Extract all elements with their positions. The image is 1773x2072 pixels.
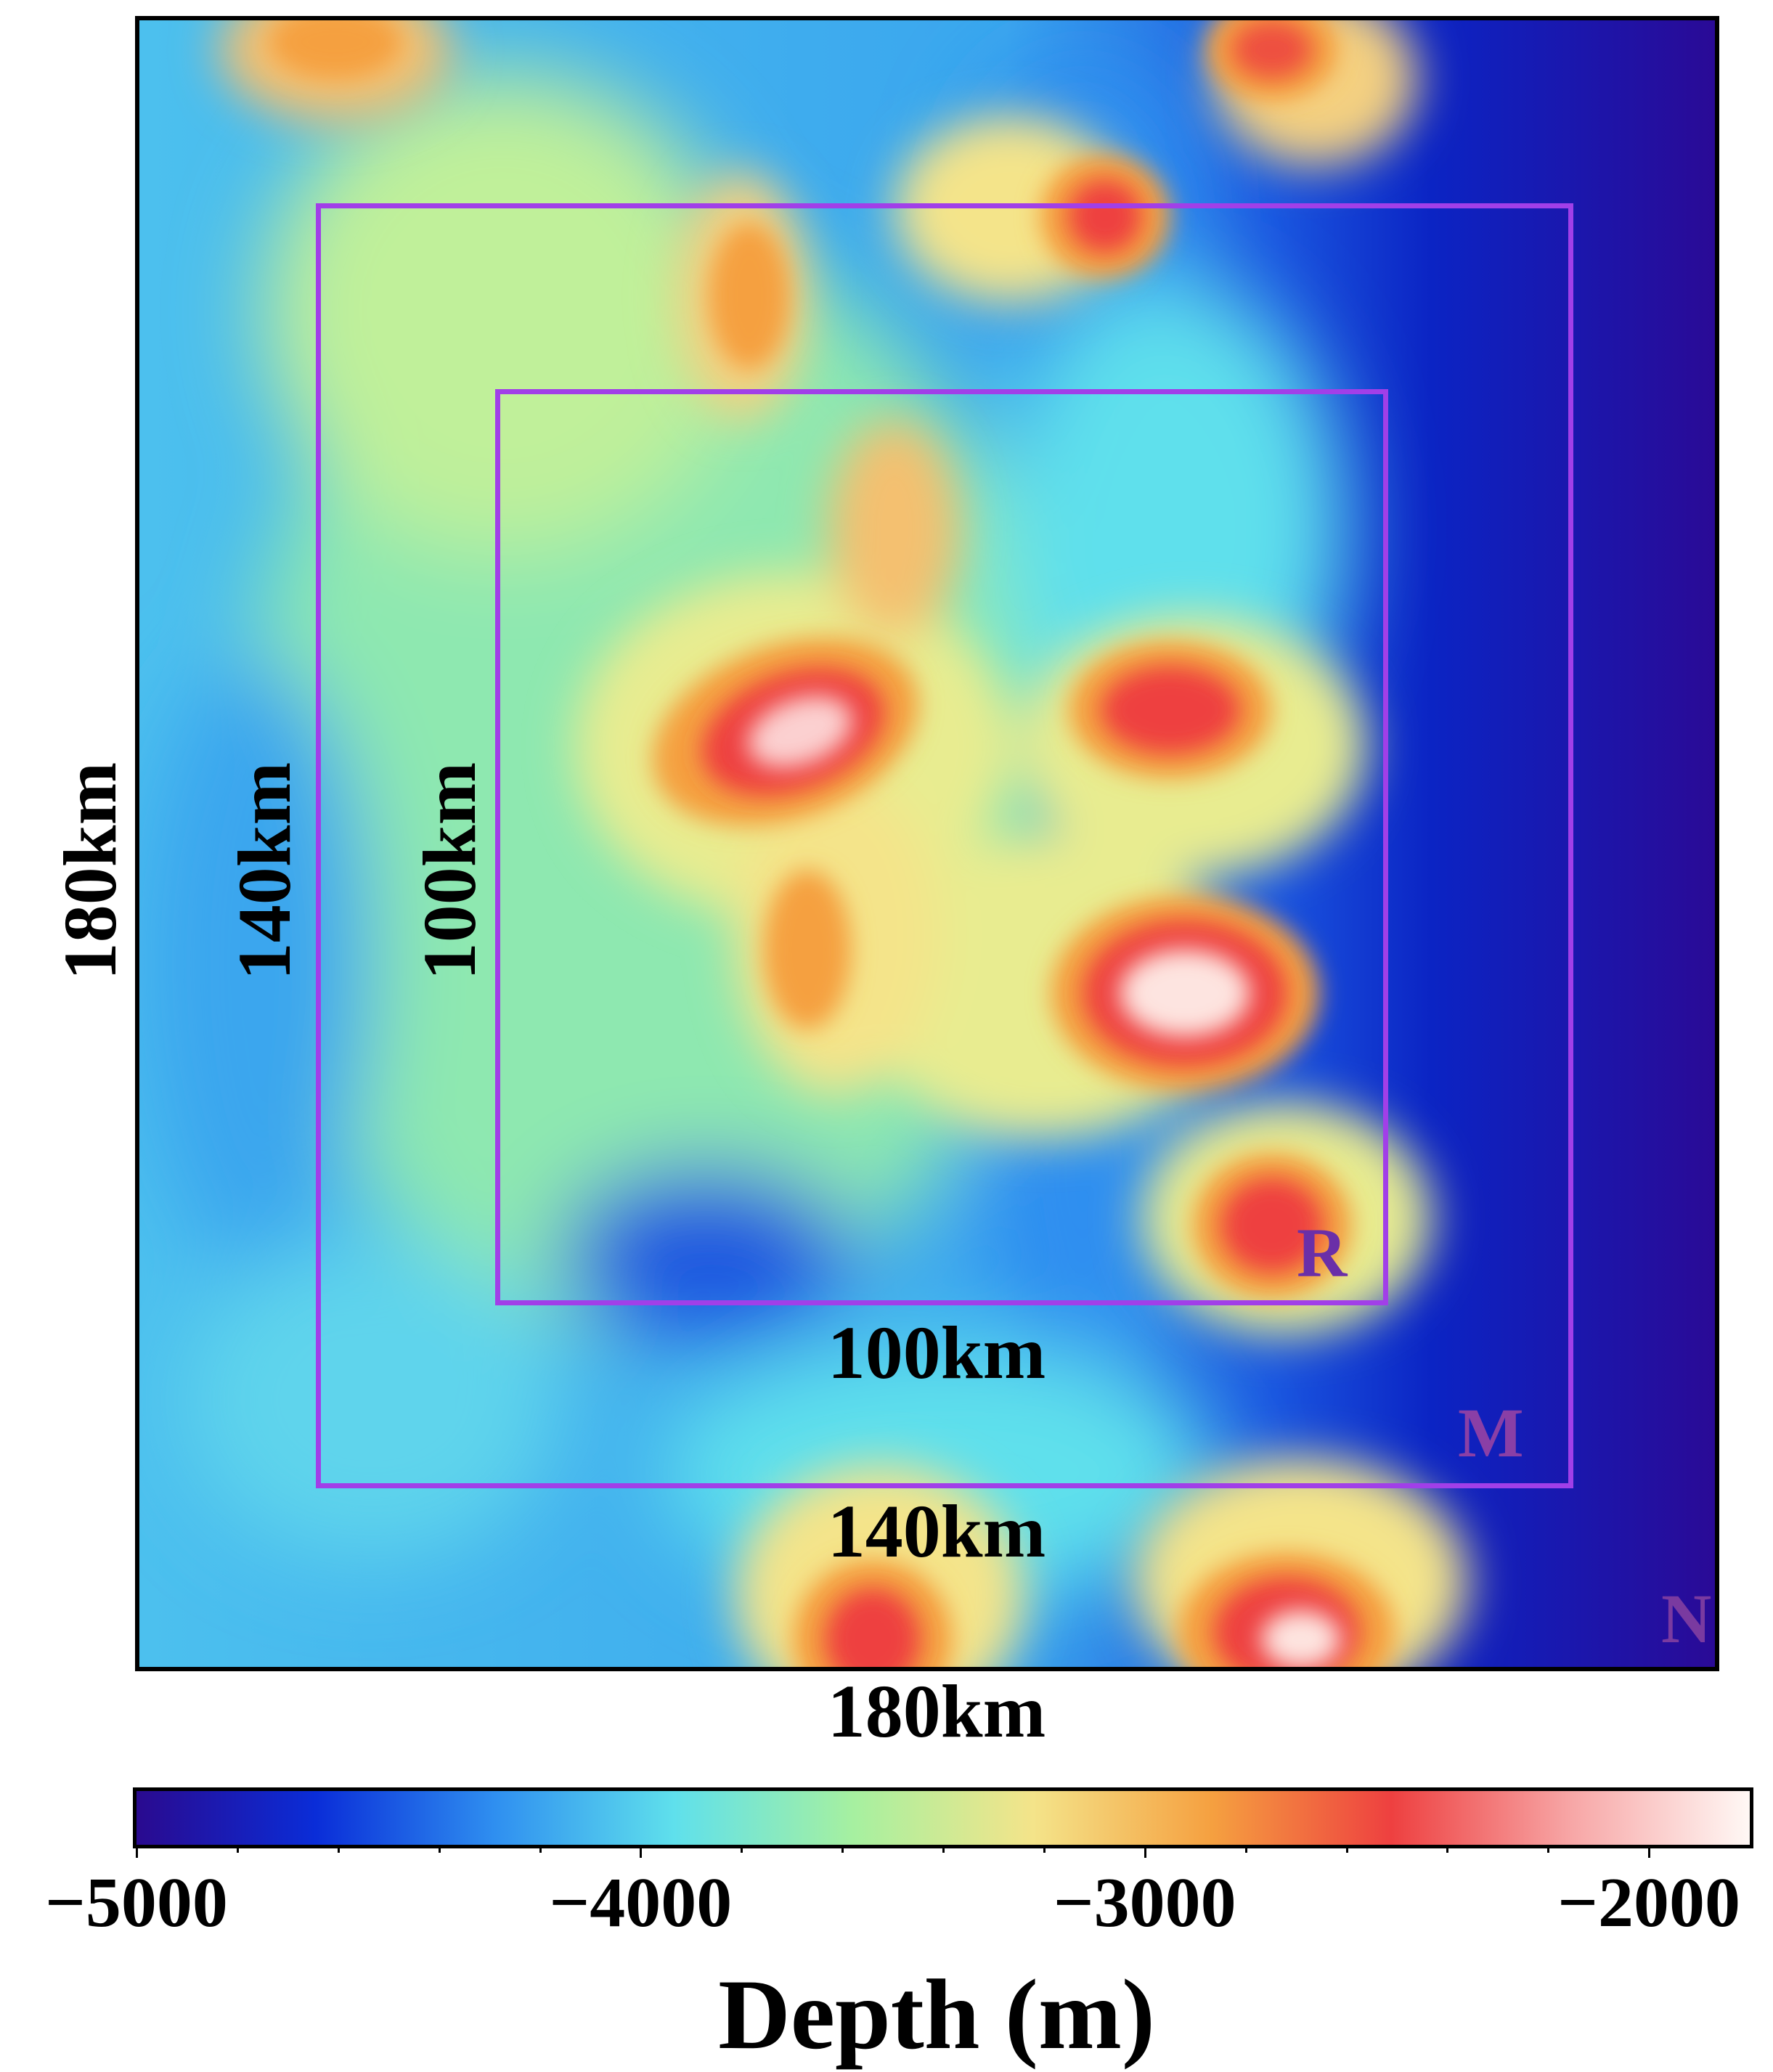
inner-region-box [495, 389, 1388, 1305]
depth-field [139, 20, 1715, 1667]
colorbar-minor-tick [1547, 1846, 1550, 1853]
depth-map [135, 16, 1719, 1671]
colorbar-minor-tick [741, 1846, 743, 1853]
depth-colorbar [133, 1787, 1753, 1848]
colorbar-title: Depth (m) [718, 1959, 1155, 2070]
colorbar-minor-tick [1446, 1846, 1449, 1853]
inner-bottom-label: 100km [827, 1311, 1046, 1395]
middle-bottom-label: 140km [827, 1490, 1046, 1573]
colorbar-tick-label: −5000 [45, 1864, 228, 1942]
colorbar-major-tick [1648, 1846, 1651, 1858]
colorbar-minor-tick [841, 1846, 844, 1853]
colorbar-minor-tick [1244, 1846, 1247, 1853]
outer-bottom-label: 180km [827, 1670, 1046, 1753]
outer-region-letter: N [1661, 1580, 1712, 1657]
middle-side-label: 140km [223, 762, 306, 981]
middle-region-letter: M [1458, 1394, 1524, 1472]
colorbar-minor-tick [1043, 1846, 1046, 1853]
colorbar-minor-tick [942, 1846, 945, 1853]
colorbar-tick-label: −2000 [1557, 1864, 1741, 1942]
colorbar-tick-label: −4000 [549, 1864, 733, 1942]
colorbar-major-tick [1144, 1846, 1146, 1858]
colorbar-major-tick [136, 1846, 138, 1858]
colorbar-minor-tick [337, 1846, 340, 1853]
outer-region-box [316, 203, 1573, 1488]
colorbar-minor-tick [236, 1846, 239, 1853]
colorbar-minor-tick [1345, 1846, 1348, 1853]
inner-region-letter: R [1297, 1214, 1348, 1292]
colorbar-tick-label: −3000 [1053, 1864, 1236, 1942]
inner-side-label: 100km [408, 762, 492, 981]
colorbar-minor-tick [438, 1846, 441, 1853]
colorbar-minor-tick [539, 1846, 542, 1853]
outer-side-label: 180km [49, 762, 132, 981]
colorbar-major-tick [640, 1846, 643, 1858]
